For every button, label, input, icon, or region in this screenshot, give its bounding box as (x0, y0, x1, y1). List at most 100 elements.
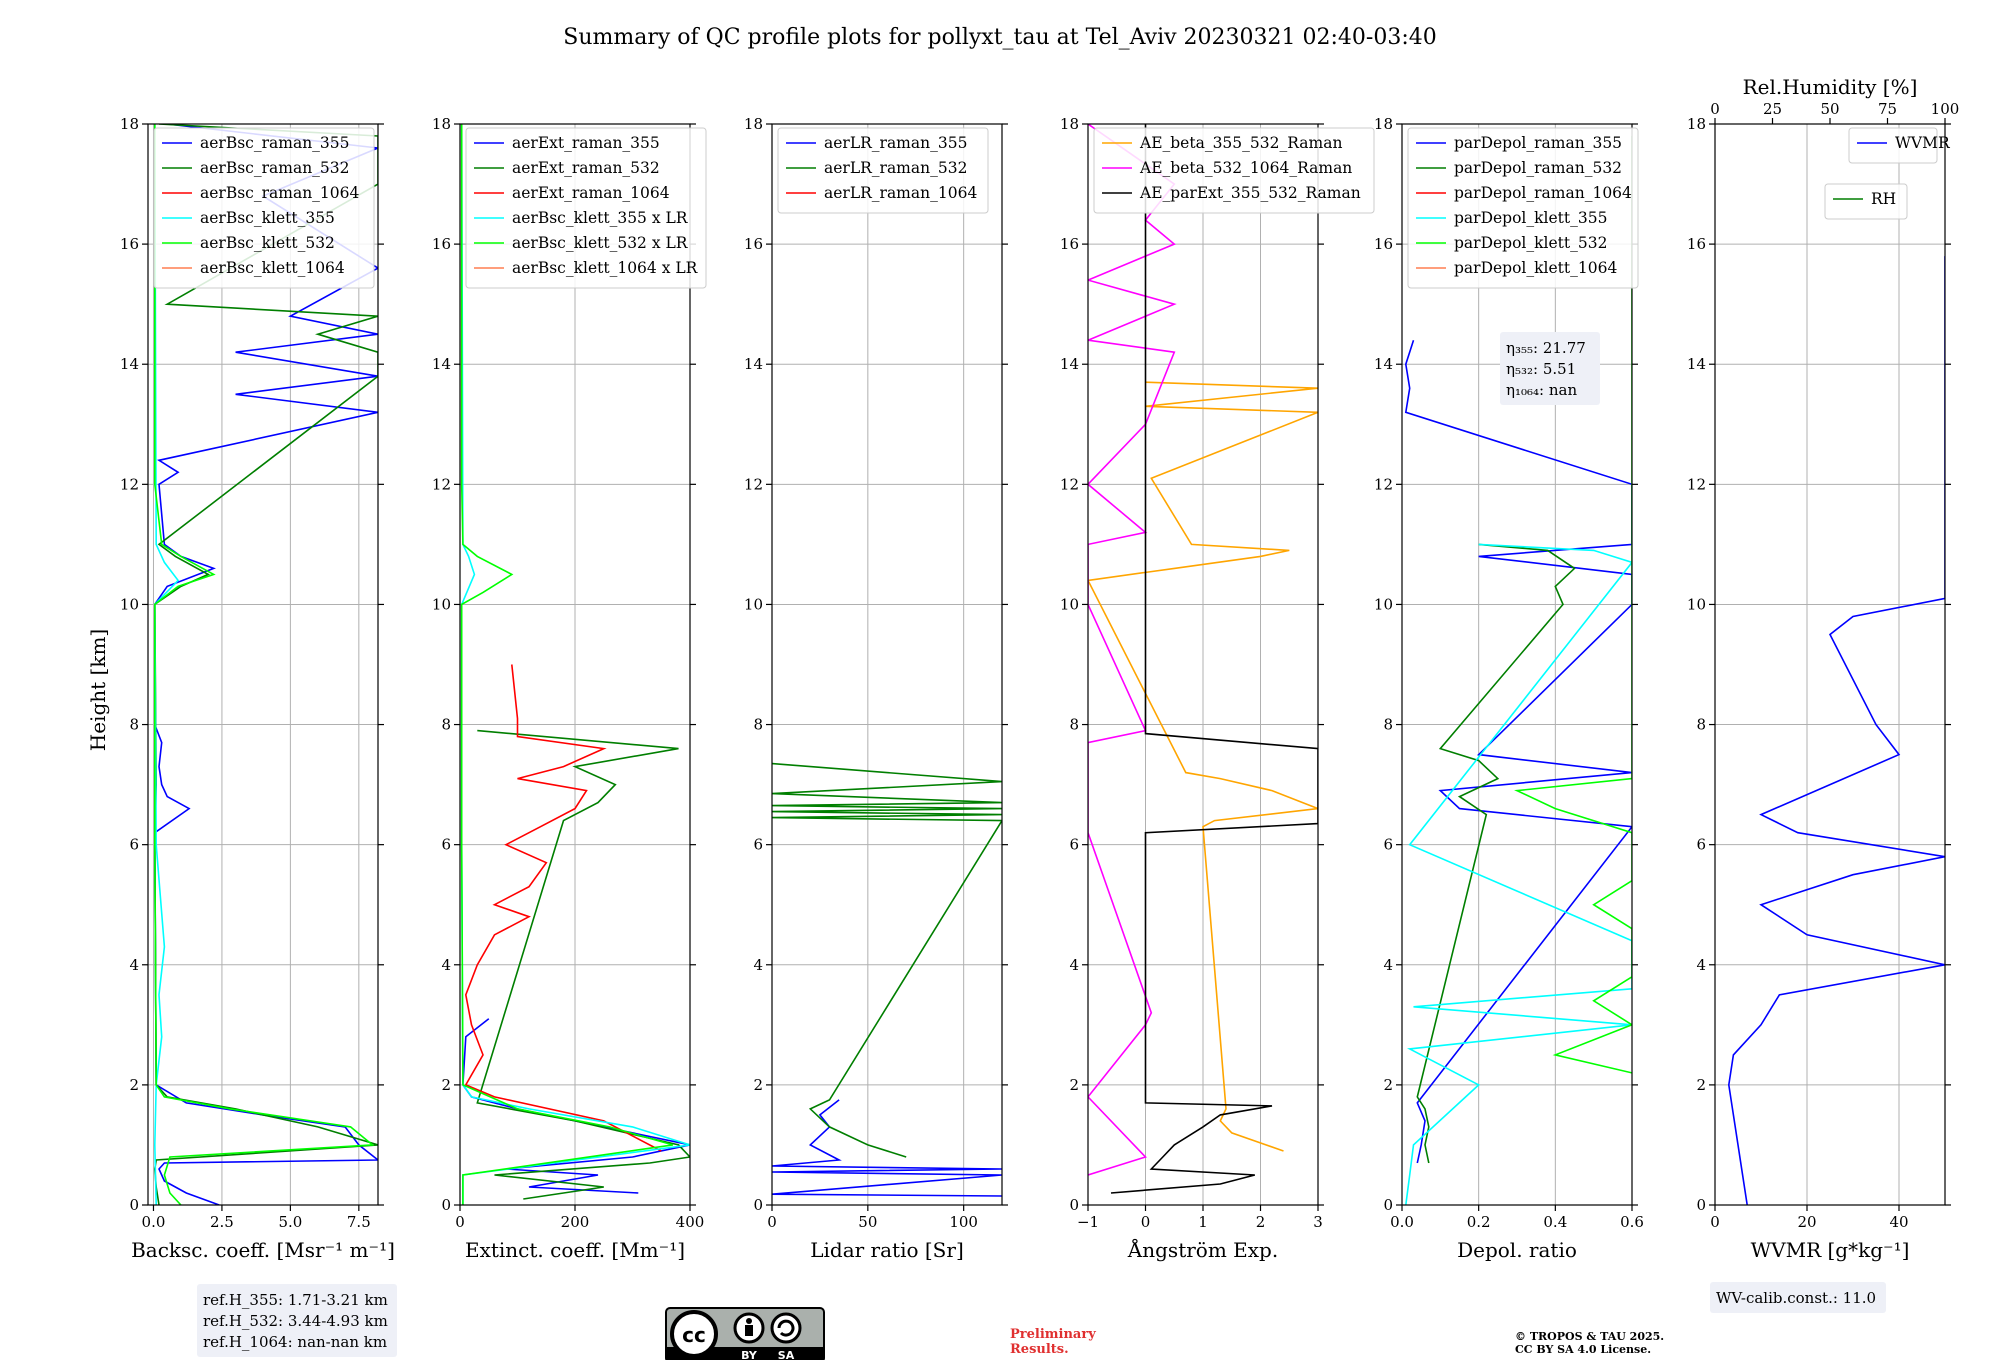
y-tick-label-1: 2 (1696, 1076, 1706, 1094)
legend-entry-2: aerBsc_raman_1064 (200, 184, 360, 202)
y-tick-label-8: 16 (744, 235, 763, 253)
legend: parDepol_raman_355 parDepol_raman_532 parD… (1407, 127, 1639, 289)
series-group (1727, 256, 1945, 1205)
info-box-bg (197, 1284, 397, 1357)
legend-entry-1: aerLR_raman_532 (824, 159, 967, 177)
series-AE_beta_355_532_Raman (1088, 381, 1318, 1152)
series-group (153, 124, 378, 1205)
info-line-0: ref.H_355: 1.71-3.21 km (203, 1291, 388, 1309)
series-AE_parExt_355_532_Raman (1110, 124, 1318, 1194)
y-tick-label-2: 4 (753, 956, 763, 974)
legend-entry-1: aerExt_raman_532 (512, 159, 660, 177)
series-group (1404, 136, 1632, 1205)
y-tick-label-4: 8 (129, 716, 139, 734)
x-tick-label-1: 2.5 (210, 1213, 234, 1231)
y-tick-label-2: 4 (129, 956, 139, 974)
x-tick-label-2: 0.4 (1543, 1213, 1567, 1231)
y-tick-label-3: 6 (129, 836, 139, 854)
y-tick-label-0: 0 (1383, 1196, 1393, 1214)
series-parDepol_raman_355 (1404, 339, 1632, 1164)
x-axis-label: Extinct. coeff. [Mm⁻¹] (465, 1238, 685, 1262)
legend: aerBsc_raman_355 aerBsc_raman_532 aerBsc_r… (153, 127, 375, 289)
y-tick-label-9: 18 (744, 115, 763, 133)
y-tick-label-0: 0 (441, 1196, 451, 1214)
legend-entry-3: aerBsc_klett_355 x LR (512, 209, 689, 227)
info-line-2: η₁₀₆₄: nan (1506, 381, 1577, 399)
info-box: WV-calib.const.: 11.0 (1710, 1282, 1886, 1313)
legend-entry-0: aerBsc_raman_355 (200, 134, 350, 152)
legend-entry-2: aerExt_raman_1064 (512, 184, 670, 202)
legend-entry-0: aerExt_raman_355 (512, 134, 660, 152)
series-group (1088, 124, 1318, 1194)
legend-box (1407, 127, 1639, 289)
legend-entry-5: parDepol_klett_1064 (1454, 259, 1617, 277)
y-tick-label-1: 2 (441, 1076, 451, 1094)
y-tick-label-9: 18 (1060, 115, 1079, 133)
legend-box (153, 127, 375, 289)
legend-entry-0: RH (1871, 190, 1896, 208)
x-tick-label-3: 2 (1256, 1213, 1266, 1231)
x-tick-label-0: 0 (455, 1213, 465, 1231)
info-box: η₃₅₅: 21.77 η₅₃₂: 5.51 η₁₀₆₄: nan (1500, 332, 1600, 405)
x-axis-label: Lidar ratio [Sr] (810, 1238, 964, 1262)
y-tick-label-5: 10 (1374, 595, 1393, 613)
x-tick-label-3: 0.6 (1620, 1213, 1644, 1231)
y-tick-label-7: 14 (1060, 355, 1079, 373)
x-tick-label-2: 5.0 (278, 1213, 302, 1231)
x-tick-label-2: 100 (949, 1213, 978, 1231)
y-tick-label-9: 18 (432, 115, 451, 133)
y-tick-label-4: 8 (1696, 716, 1706, 734)
y-tick-label-7: 14 (744, 355, 763, 373)
legend-entry-5: aerBsc_klett_1064 x LR (512, 259, 699, 277)
info-line-1: ref.H_532: 3.44-4.93 km (203, 1312, 388, 1330)
top-tick-label-0: 0 (1710, 100, 1720, 118)
x-tick-label-1: 200 (561, 1213, 590, 1231)
copyright-line-2: CC BY SA 4.0 License. (1515, 1343, 1651, 1356)
x-axis-label: Backsc. coeff. [Msr⁻¹ m⁻¹] (131, 1238, 395, 1262)
legend-entry-4: parDepol_klett_532 (1454, 234, 1607, 252)
plot-frame (1401, 123, 1633, 1206)
panel-5: 0.0 0.2 0.4 0.6 0 2 4 6 8 10 12 14 16 18 Depol. ratio p… (1374, 115, 1644, 1262)
y-tick-label-6: 12 (120, 475, 139, 493)
x-tick-label-1: 0.2 (1467, 1213, 1491, 1231)
y-tick-label-8: 16 (432, 235, 451, 253)
info-box-bg (1710, 1282, 1886, 1313)
top-axis-label: Rel.Humidity [%] (1743, 75, 1918, 99)
top-tick-label-1: 25 (1763, 100, 1782, 118)
figure-title: Summary of QC profile plots for pollyxt_… (563, 25, 1436, 50)
y-tick-label-5: 10 (744, 595, 763, 613)
legend-entry-0: parDepol_raman_355 (1454, 134, 1622, 152)
legend-entry-4: aerBsc_klett_532 x LR (512, 234, 689, 252)
legend-entry-3: parDepol_klett_355 (1454, 209, 1607, 227)
x-tick-label-1: 0 (1141, 1213, 1151, 1231)
cc-sa-label: SA (778, 1349, 795, 1360)
y-tick-label-6: 12 (432, 475, 451, 493)
y-tick-label-8: 16 (1687, 235, 1706, 253)
x-tick-label-4: 3 (1313, 1213, 1323, 1231)
copyright-line-1: © TROPOS & TAU 2025. (1515, 1330, 1664, 1343)
x-tick-label-1: 20 (1797, 1213, 1816, 1231)
series-RH (1944, 886, 1945, 888)
y-tick-label-8: 16 (120, 235, 139, 253)
preliminary-line-2: Results. (1010, 1342, 1069, 1357)
legend: WVMR (1848, 127, 1951, 164)
legend-entry-5: aerBsc_klett_1064 (200, 259, 345, 277)
y-tick-label-2: 4 (441, 956, 451, 974)
series-aerLR_raman_355 (772, 1099, 1002, 1197)
legend-box (1848, 127, 1938, 164)
y-tick-label-3: 6 (1069, 836, 1079, 854)
y-axis-label: Height [km] (86, 629, 110, 751)
sa-share-icon (770, 1312, 802, 1344)
svg-text:cc: cc (682, 1323, 706, 1347)
x-tick-label-3: 7.5 (347, 1213, 371, 1231)
y-tick-label-3: 6 (1383, 836, 1393, 854)
legend-entry-0: WVMR (1895, 134, 1951, 152)
x-tick-label-2: 1 (1198, 1213, 1208, 1231)
x-axis-label: Depol. ratio (1457, 1238, 1577, 1262)
y-tick-label-2: 4 (1069, 956, 1079, 974)
y-tick-label-3: 6 (441, 836, 451, 854)
info-line-2: ref.H_1064: nan-nan km (203, 1333, 387, 1351)
